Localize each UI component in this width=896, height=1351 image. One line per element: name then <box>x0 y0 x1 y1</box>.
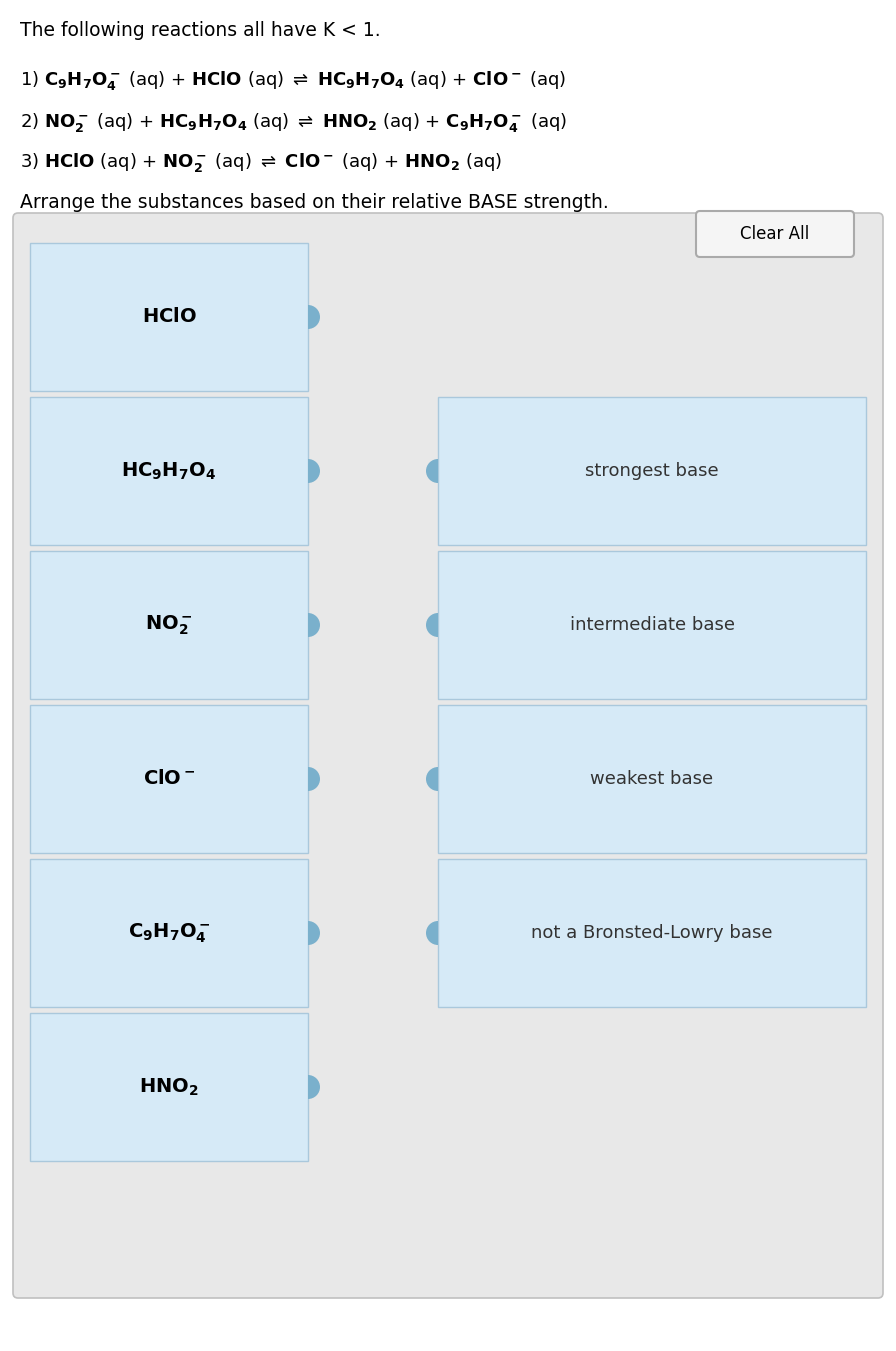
Bar <box>30 551 308 698</box>
FancyBboxPatch shape <box>696 211 854 257</box>
Text: Arrange the substances based on their relative BASE strength.: Arrange the substances based on their re… <box>20 193 608 212</box>
Text: $\mathbf{NO_2^-}$: $\mathbf{NO_2^-}$ <box>145 613 193 636</box>
Text: $\mathbf{ClO^-}$: $\mathbf{ClO^-}$ <box>142 770 195 789</box>
Bar <box>438 551 866 698</box>
Wedge shape <box>426 613 438 638</box>
Text: $\mathbf{HNO_2}$: $\mathbf{HNO_2}$ <box>139 1077 199 1097</box>
Wedge shape <box>308 921 320 944</box>
Text: 1) $\mathbf{C_9H_7O_4^-}$ (aq) + $\mathbf{HClO}$ (aq) $\rightleftharpoons$ $\mat: 1) $\mathbf{C_9H_7O_4^-}$ (aq) + $\mathb… <box>20 69 566 92</box>
Wedge shape <box>308 767 320 790</box>
Bar <box>438 397 866 544</box>
Text: $\mathbf{C_9H_7O_4^-}$: $\mathbf{C_9H_7O_4^-}$ <box>128 921 211 944</box>
Bar <box>30 859 308 1006</box>
FancyBboxPatch shape <box>13 213 883 1298</box>
Text: The following reactions all have K < 1.: The following reactions all have K < 1. <box>20 22 381 41</box>
Text: $\mathbf{HC_9H_7O_4}$: $\mathbf{HC_9H_7O_4}$ <box>122 461 217 482</box>
Wedge shape <box>426 921 438 944</box>
Text: intermediate base: intermediate base <box>570 616 735 634</box>
Text: 3) $\mathbf{HClO}$ (aq) + $\mathbf{NO_2^-}$ (aq) $\rightleftharpoons$ $\mathbf{C: 3) $\mathbf{HClO}$ (aq) + $\mathbf{NO_2^… <box>20 151 502 174</box>
Wedge shape <box>426 767 438 790</box>
Wedge shape <box>308 459 320 484</box>
Bar <box>30 1013 308 1161</box>
Bar <box>438 705 866 852</box>
Wedge shape <box>308 613 320 638</box>
Bar <box>30 397 308 544</box>
Wedge shape <box>426 459 438 484</box>
Bar <box>438 859 866 1006</box>
Text: not a Bronsted-Lowry base: not a Bronsted-Lowry base <box>531 924 772 942</box>
Wedge shape <box>308 1075 320 1098</box>
Bar <box>30 705 308 852</box>
Bar <box>30 243 308 390</box>
Text: $\mathbf{HClO}$: $\mathbf{HClO}$ <box>142 308 196 327</box>
Text: strongest base: strongest base <box>585 462 719 480</box>
Wedge shape <box>308 305 320 330</box>
Text: 2) $\mathbf{NO_2^-}$ (aq) + $\mathbf{HC_9H_7O_4}$ (aq) $\rightleftharpoons$ $\ma: 2) $\mathbf{NO_2^-}$ (aq) + $\mathbf{HC_… <box>20 112 567 135</box>
Text: Clear All: Clear All <box>740 226 810 243</box>
Text: weakest base: weakest base <box>590 770 713 788</box>
